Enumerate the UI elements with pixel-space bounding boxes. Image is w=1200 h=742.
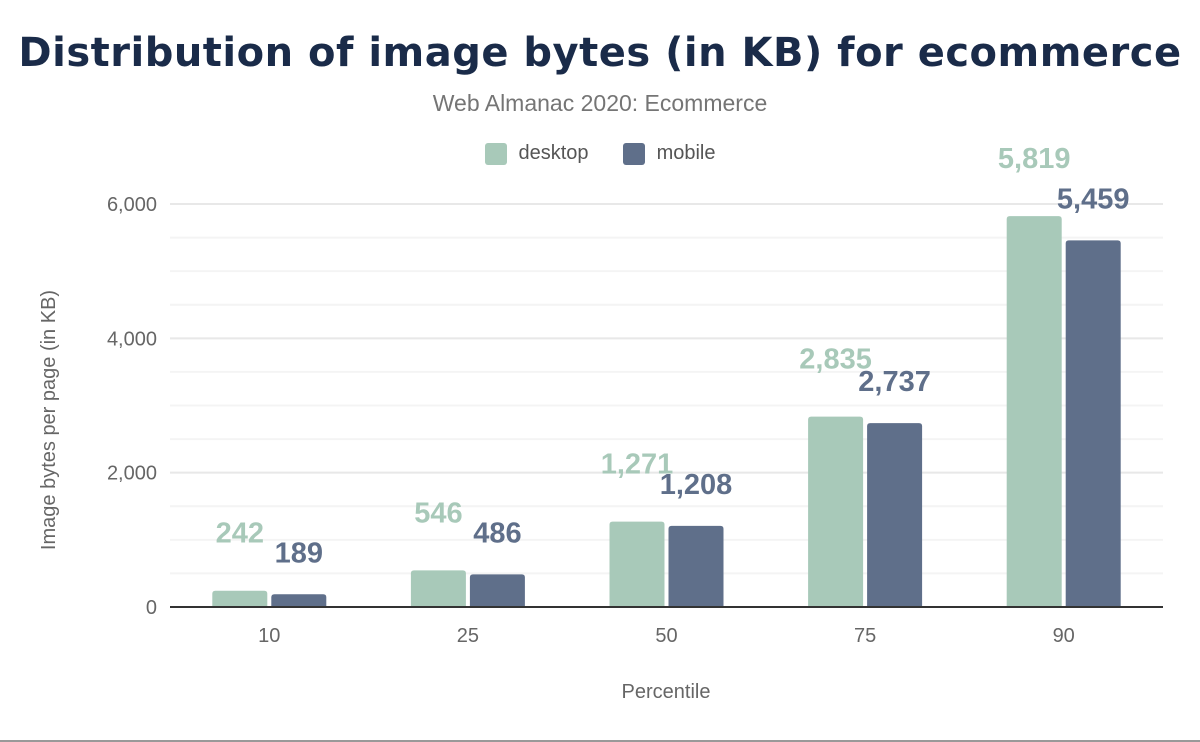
chart-title: Distribution of image bytes (in KB) for …	[18, 30, 1182, 76]
y-tick-label: 0	[146, 597, 157, 619]
y-tick-label: 6,000	[107, 194, 157, 216]
x-axis-title: Percentile	[622, 681, 711, 703]
bar-desktop	[212, 590, 268, 607]
bar-desktop	[1006, 216, 1062, 607]
x-tick-label: 25	[457, 625, 479, 647]
data-label-desktop: 2,835	[799, 344, 872, 376]
bar-mobile	[1065, 240, 1121, 608]
legend-label-mobile: mobile	[656, 142, 716, 164]
bar-mobile	[469, 574, 525, 607]
bar-mobile	[271, 594, 327, 607]
bar-desktop	[410, 570, 466, 607]
bar-mobile	[668, 525, 724, 607]
data-label-mobile: 189	[275, 537, 323, 569]
x-tick-label: 50	[655, 625, 677, 647]
data-label-desktop: 546	[414, 497, 462, 529]
x-tick-label: 10	[258, 625, 280, 647]
legend-label-desktop: desktop	[518, 142, 589, 164]
bar-mobile	[867, 423, 923, 607]
bar-desktop	[609, 521, 665, 607]
y-axis-title: Image bytes per page (in KB)	[38, 290, 60, 550]
chart-subtitle: Web Almanac 2020: Ecommerce	[432, 90, 768, 116]
data-label-mobile: 1,208	[660, 469, 733, 501]
legend-swatch-mobile	[622, 142, 645, 165]
legend-item-mobile[interactable]: mobile	[622, 142, 716, 165]
legend-swatch-desktop	[484, 142, 507, 165]
bar-desktop	[808, 416, 864, 607]
y-tick-label: 4,000	[107, 328, 157, 350]
data-label-mobile: 486	[473, 517, 521, 549]
y-tick-label: 2,000	[107, 463, 157, 485]
data-label-mobile: 5,459	[1057, 183, 1130, 215]
x-tick-label: 75	[854, 625, 876, 647]
data-label-mobile: 2,737	[858, 366, 931, 398]
x-tick-label: 90	[1053, 625, 1075, 647]
data-label-desktop: 242	[216, 518, 264, 550]
data-label-desktop: 1,271	[601, 449, 674, 481]
legend-item-desktop[interactable]: desktop	[484, 142, 589, 165]
divider	[0, 740, 1200, 742]
legend: desktop mobile	[0, 142, 1200, 165]
data-label-desktop: 5,819	[998, 143, 1071, 175]
